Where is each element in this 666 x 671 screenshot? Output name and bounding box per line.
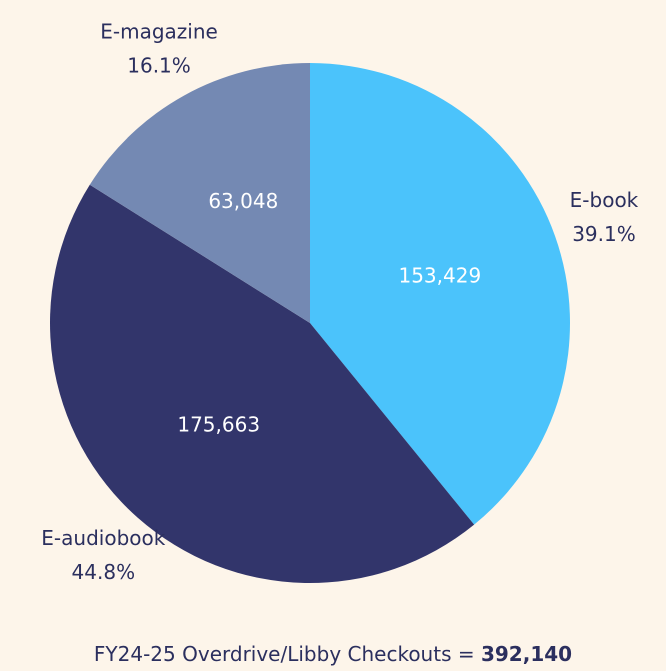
category-label: E-audiobook bbox=[41, 526, 165, 550]
pie-slice bbox=[89, 62, 310, 323]
category-label: E-book bbox=[570, 188, 639, 212]
value-label: 153,429 bbox=[398, 263, 481, 287]
pie-slice bbox=[310, 63, 570, 525]
category-label: E-magazine bbox=[100, 19, 218, 43]
chart-title: FY24-25 Overdrive/Libby Checkouts = 392,… bbox=[94, 642, 572, 666]
total: 392,140 bbox=[481, 642, 572, 666]
percent-label: 39.1% bbox=[572, 222, 636, 246]
value-label: 63,048 bbox=[208, 189, 278, 213]
pie-slice bbox=[49, 184, 475, 583]
percent-label: 16.1% bbox=[127, 53, 191, 77]
value-label: 175,663 bbox=[177, 413, 260, 437]
title-text: FY24-25 Overdrive/Libby Checkouts = bbox=[94, 642, 475, 666]
percent-label: 44.8% bbox=[72, 560, 136, 584]
